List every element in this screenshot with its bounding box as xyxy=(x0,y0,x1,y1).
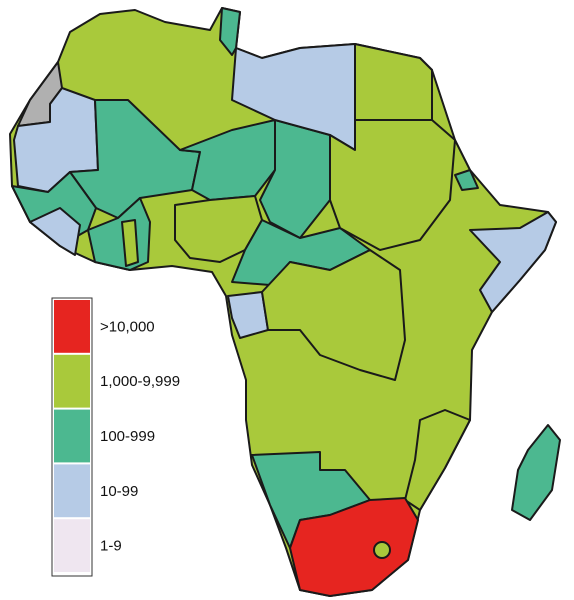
legend-swatch xyxy=(54,354,90,408)
country xyxy=(289,497,419,597)
country xyxy=(404,409,471,511)
legend-swatch xyxy=(54,464,90,518)
country xyxy=(219,7,241,56)
country xyxy=(227,291,269,339)
country xyxy=(469,211,557,313)
legend-frame xyxy=(51,297,93,577)
legend-label: >10,000 xyxy=(100,318,155,335)
country xyxy=(121,219,139,267)
legend-label: 100-999 xyxy=(100,428,155,445)
legend-swatch xyxy=(54,519,90,572)
legend-label: 10-99 xyxy=(100,483,138,500)
country xyxy=(373,541,391,559)
country xyxy=(454,169,479,191)
legend-swatch xyxy=(54,409,90,463)
legend: >10,000 1,000-9,999 100-999 10-99 1-9 xyxy=(51,297,180,577)
countries xyxy=(9,7,561,597)
country xyxy=(29,207,81,256)
legend-label: 1,000-9,999 xyxy=(100,373,180,390)
country xyxy=(329,119,456,251)
country xyxy=(354,43,433,121)
country xyxy=(261,249,406,381)
legend-label: 1-9 xyxy=(100,538,122,555)
legend-swatch xyxy=(54,300,90,353)
country xyxy=(511,424,561,521)
